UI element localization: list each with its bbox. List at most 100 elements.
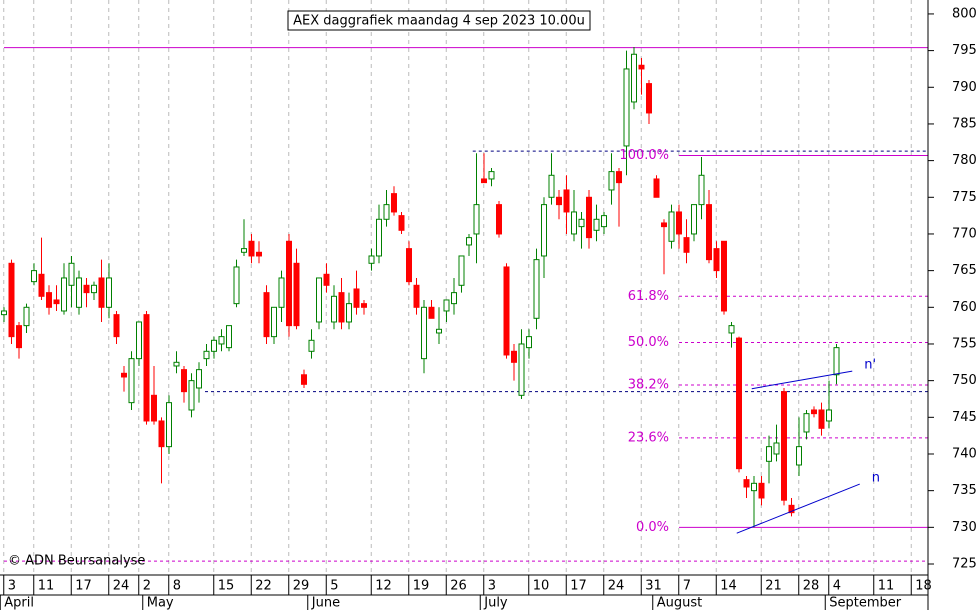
candle-body	[53, 299, 60, 305]
y-tick-label: 745	[952, 410, 977, 425]
candle-body	[271, 306, 277, 338]
candle-body	[68, 262, 75, 286]
fib-label: 100.0%	[619, 148, 669, 163]
candle-body	[721, 240, 727, 312]
x-tick-label: 2	[143, 579, 151, 594]
y-tick-label: 755	[952, 336, 977, 351]
candle-body	[436, 328, 442, 334]
candle-body	[31, 270, 37, 283]
candle-body	[593, 218, 600, 231]
candle-body	[803, 413, 810, 433]
y-tick-label: 780	[952, 153, 977, 168]
x-tick-label: 24	[113, 579, 130, 594]
candle-body	[233, 266, 240, 305]
candle-body	[16, 325, 22, 349]
candle-body	[308, 339, 315, 352]
candle-body	[316, 277, 322, 323]
candle-body	[91, 284, 97, 294]
candle-body	[496, 204, 502, 235]
candle-body	[248, 240, 255, 257]
candle-body	[586, 196, 592, 239]
candle-body	[338, 292, 345, 323]
candle-body	[136, 321, 142, 360]
fib-label: 38.2%	[628, 378, 669, 393]
y-tick-label: 775	[952, 190, 977, 205]
candle-body	[23, 306, 30, 327]
x-tick-label: 24	[608, 579, 625, 594]
candle-body	[226, 325, 232, 349]
candle-body	[263, 292, 270, 338]
candle-body	[98, 277, 105, 308]
candle-body	[743, 479, 750, 488]
candle-body	[428, 306, 435, 319]
fib-label: 0.0%	[636, 520, 669, 535]
candle-body	[488, 171, 495, 180]
candle-body	[646, 83, 652, 114]
month-label: May	[147, 596, 174, 610]
candle-body	[38, 273, 45, 297]
candle-body	[241, 248, 247, 253]
x-tick-label: 29	[293, 579, 310, 594]
candle-body	[826, 409, 832, 422]
candle-body	[181, 369, 187, 393]
x-tick-label: 26	[450, 579, 467, 594]
candle-body	[128, 358, 135, 404]
candle-body	[668, 211, 675, 242]
x-tick-label: 3	[8, 579, 16, 594]
month-label: July	[483, 596, 508, 610]
candle-body	[323, 273, 330, 286]
candle-body	[601, 215, 607, 228]
candle-body	[548, 174, 555, 198]
fib-label: 61.8%	[628, 289, 669, 304]
x-tick-label: 7	[683, 579, 691, 594]
candle-body	[571, 211, 577, 235]
candle-body	[608, 171, 615, 191]
candle-body	[196, 369, 202, 389]
candle-body	[218, 336, 225, 345]
candle-body	[473, 204, 480, 235]
candle-body	[556, 196, 562, 206]
candle-body	[736, 337, 742, 470]
candle-body	[781, 391, 787, 501]
candle-body	[481, 178, 487, 184]
candle-body	[796, 446, 802, 466]
x-tick-label: 11	[878, 579, 895, 594]
title-box	[287, 10, 591, 31]
candle-body	[691, 204, 697, 235]
x-tick-label: 31	[645, 579, 662, 594]
x-tick-label: 17	[570, 579, 587, 594]
candle-body	[151, 394, 157, 422]
candle-body	[188, 380, 195, 411]
candle-body	[256, 251, 262, 257]
candle-body	[8, 262, 15, 338]
candle-body	[1, 310, 7, 316]
candle-body	[121, 372, 127, 378]
candle-body	[713, 248, 720, 272]
candle-body	[301, 374, 307, 385]
candle-body	[331, 295, 337, 323]
candle-body	[353, 288, 360, 308]
candle-body	[76, 277, 82, 308]
candle-body	[451, 292, 457, 305]
month-label: June	[311, 596, 340, 610]
candle-body	[751, 482, 757, 492]
candle-body	[421, 306, 427, 360]
candle-body	[653, 178, 660, 198]
candle-body	[158, 420, 165, 448]
x-tick-label: 21	[765, 579, 782, 594]
x-tick-label: 8	[173, 579, 181, 594]
y-tick-label: 790	[952, 80, 977, 95]
chart-title: AEX daggrafiek maandag 4 sep 2023 10.00u	[293, 14, 585, 29]
x-tick-label: 3	[488, 579, 496, 594]
trend-line	[751, 370, 853, 390]
y-tick-label: 785	[952, 116, 977, 131]
y-tick-label: 800	[952, 6, 977, 21]
y-tick-label: 750	[952, 373, 977, 388]
candle-body	[563, 189, 570, 213]
candle-body	[818, 409, 825, 429]
trend-label: n	[872, 471, 880, 486]
candle-body	[466, 237, 472, 246]
trend-label: n'	[864, 358, 876, 373]
candle-body	[511, 350, 517, 363]
